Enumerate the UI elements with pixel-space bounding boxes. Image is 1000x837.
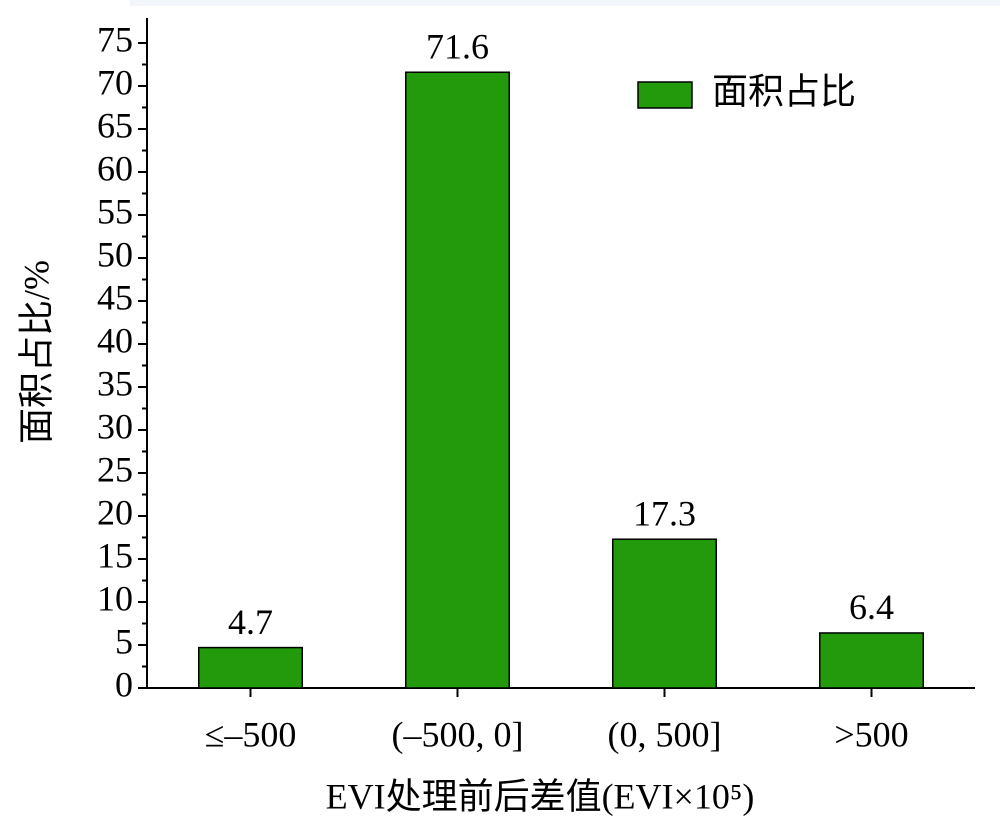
y-tick-label: 0 — [115, 664, 133, 704]
y-tick-label: 40 — [97, 320, 133, 360]
value-label: 4.7 — [228, 602, 273, 642]
y-tick-label: 20 — [97, 492, 133, 532]
value-label: 6.4 — [849, 587, 894, 627]
x-axis-label: EVI处理前后差值(EVI×10⁵) — [326, 776, 755, 816]
y-tick-label: 50 — [97, 234, 133, 274]
y-tick-label: 45 — [97, 277, 133, 317]
legend-label: 面积占比 — [712, 71, 856, 111]
value-label: 71.6 — [426, 27, 489, 67]
x-tick-label: (0, 500] — [608, 714, 722, 754]
top-band — [130, 0, 1000, 6]
y-tick-label: 10 — [97, 578, 133, 618]
bar — [819, 632, 924, 689]
legend-swatch — [637, 81, 693, 109]
y-tick-label: 25 — [97, 449, 133, 489]
y-tick-label: 5 — [115, 621, 133, 661]
y-tick-label: 65 — [97, 105, 133, 145]
x-tick-label: >500 — [834, 714, 908, 754]
bar — [198, 646, 303, 689]
y-tick-label: 15 — [97, 535, 133, 575]
y-tick-label: 70 — [97, 62, 133, 102]
x-tick-label: ≤–500 — [205, 714, 297, 754]
bar — [405, 71, 510, 689]
bar — [612, 538, 717, 689]
x-tick-label: (–500, 0] — [392, 714, 524, 754]
y-tick-label: 75 — [97, 19, 133, 59]
y-tick-label: 35 — [97, 363, 133, 403]
y-tick-label: 60 — [97, 148, 133, 188]
y-axis-label: 面积占比/% — [16, 260, 56, 444]
y-tick-label: 30 — [97, 406, 133, 446]
y-tick-label: 55 — [97, 191, 133, 231]
value-label: 17.3 — [633, 493, 696, 533]
